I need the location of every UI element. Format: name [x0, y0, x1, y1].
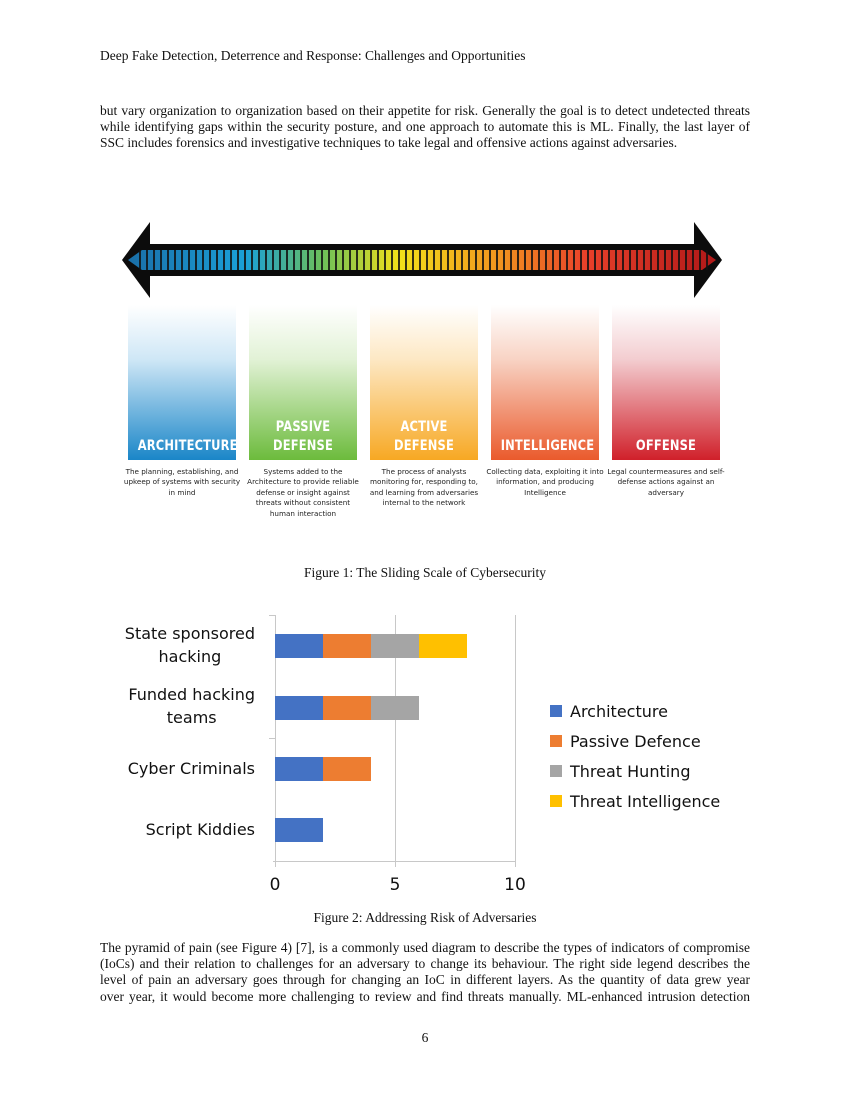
paragraph-top: but vary organization to organization ba… [100, 103, 750, 152]
figure2-caption: Figure 2: Addressing Risk of Adversaries [313, 910, 537, 925]
legend-item: Passive Defence [550, 726, 720, 756]
bar-script-kiddies [275, 818, 323, 842]
axis-tick [395, 861, 396, 867]
column-description: Legal countermeasures and self-defense a… [607, 467, 725, 497]
category-label: Funded hacking teams [128, 685, 255, 727]
legend-swatch-icon [550, 735, 562, 747]
bar-segment [275, 634, 323, 658]
column-architecture: ARCHITECTURE [128, 305, 238, 460]
text-line: (IoCs) and their relation to challenges … [100, 956, 750, 972]
legend-item: Threat Hunting [550, 756, 720, 786]
category-label: Cyber Criminals [127, 759, 255, 778]
x-tick-label: 10 [504, 875, 526, 895]
paragraph-bottom: The pyramid of pain (see Figure 4) [7], … [100, 940, 750, 1005]
bar-segment [371, 696, 419, 720]
bar-segment [323, 757, 371, 781]
bar-segment [275, 696, 323, 720]
column-offense: OFFENSE [612, 305, 720, 460]
axis-tick [275, 861, 276, 867]
page-number: 6 [421, 1030, 429, 1045]
text-line: over year, it would become more challeng… [100, 988, 750, 1004]
bar-funded-teams [275, 696, 419, 720]
category-label: Script Kiddies [145, 820, 255, 839]
axis-tick [515, 861, 516, 867]
double-headed-gradient-arrow-icon [122, 222, 722, 298]
column-title: PASSIVE DEFENSE [273, 419, 333, 454]
gridline [395, 615, 396, 863]
bar-segment [419, 634, 467, 658]
bar-segment [275, 818, 323, 842]
legend-item: Threat Intelligence [550, 786, 720, 816]
text-line: level of pain an adversary goes through … [100, 972, 750, 988]
legend-swatch-icon [550, 795, 562, 807]
axis-tick [269, 615, 275, 616]
gridline [275, 615, 276, 863]
column-title: ACTIVE DEFENSE [394, 419, 454, 454]
gridline [515, 615, 516, 863]
axis-tick [269, 738, 275, 739]
figure1-caption: Figure 1: The Sliding Scale of Cybersecu… [304, 565, 546, 580]
bar-state-sponsored [275, 634, 467, 658]
scale-columns: ARCHITECTURE The planning, establishing,… [124, 305, 725, 518]
text-line: The pyramid of pain (see Figure 4) [7], … [100, 940, 750, 955]
column-title: OFFENSE [635, 438, 697, 454]
column-description: The process of analysts monitoring for, … [369, 467, 479, 508]
column-description: Collecting data, exploiting it into info… [486, 467, 604, 497]
text-line: SSC includes forensics and investigative… [100, 135, 678, 151]
x-tick-label: 5 [389, 875, 401, 895]
legend-swatch-icon [550, 705, 562, 717]
column-passive-defense: PASSIVE DEFENSE [249, 305, 357, 460]
legend-item: Architecture [550, 696, 720, 726]
text-line: while identifying gaps within the securi… [100, 119, 750, 135]
bar-segment [275, 757, 323, 781]
column-title: ARCHITECTURE [137, 438, 238, 454]
x-axis [273, 861, 516, 862]
x-tick-label: 0 [269, 875, 281, 895]
bar-cyber-criminals [275, 757, 371, 781]
column-description: The planning, establishing, and upkeep o… [123, 467, 241, 497]
column-title: INTELLIGENCE [500, 438, 595, 454]
legend-swatch-icon [550, 765, 562, 777]
column-intelligence: INTELLIGENCE [491, 305, 599, 460]
running-head: Deep Fake Detection, Deterrence and Resp… [100, 48, 526, 63]
column-description: Systems added to the Architecture to pro… [247, 467, 359, 518]
bar-segment [323, 634, 371, 658]
adversary-risk-chart: State sponsored hacking Funded hacking tea… [90, 600, 770, 900]
bar-segment [323, 696, 371, 720]
text-line: but vary organization to organization ba… [100, 103, 750, 118]
bar-segment [371, 634, 419, 658]
column-active-defense: ACTIVE DEFENSE [370, 305, 478, 460]
chart-legend: Architecture Passive Defence Threat Hunt… [550, 696, 720, 816]
category-label: State sponsored hacking [124, 624, 255, 666]
